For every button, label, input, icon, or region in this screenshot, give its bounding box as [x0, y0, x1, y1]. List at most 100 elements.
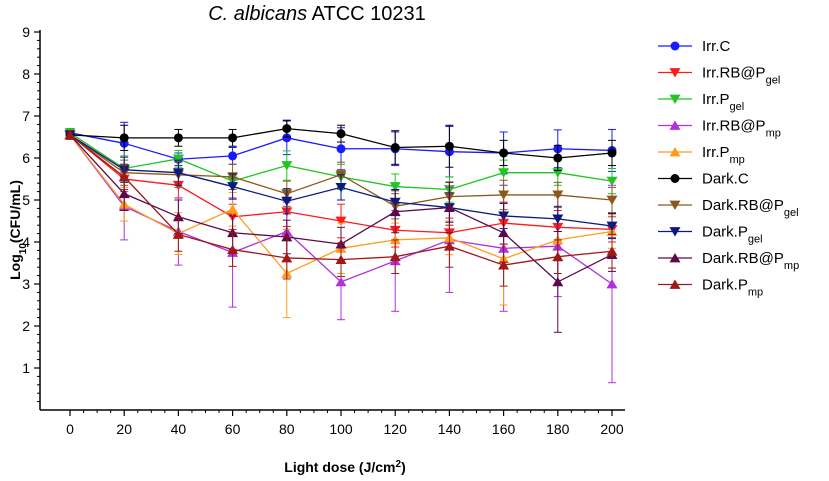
data-point: [606, 279, 618, 289]
legend-swatch-marker: [669, 94, 681, 104]
data-point: [118, 171, 130, 182]
legend-label-sub: gel: [748, 234, 763, 246]
data-point: [552, 276, 564, 287]
legend-label: Dark.Pmp: [702, 277, 763, 299]
data-point: [227, 244, 239, 254]
x-tick-label: 120: [384, 421, 408, 437]
legend-item: Irr.Pmp: [658, 144, 745, 166]
data-point: [499, 148, 509, 158]
data-point: [282, 133, 292, 143]
legend-label-sub: mp: [730, 154, 745, 166]
legend-label-sub: gel: [784, 207, 799, 219]
legend-item: Dark.C: [658, 171, 749, 188]
legend-label-main: Irr.P: [702, 91, 730, 108]
x-tick-label: 40: [171, 421, 187, 437]
data-point: [443, 202, 455, 212]
data-point: [606, 246, 618, 256]
x-axis-label-sup: 2: [396, 459, 402, 470]
data-point: [552, 251, 564, 262]
y-tick-label: 7: [22, 108, 30, 124]
legend-label-main: Irr.RB@P: [702, 65, 766, 82]
legend-label: Irr.Pgel: [702, 91, 744, 113]
y-axis-label-end: (CFU/mL): [7, 180, 23, 243]
data-point: [606, 176, 618, 187]
legend-label-main: Dark.C: [702, 171, 749, 188]
data-point: [228, 133, 238, 143]
legend-swatch-marker: [669, 253, 681, 263]
chart-title-rest: ATCC 10231: [307, 3, 426, 25]
legend-label-main: Dark.P: [702, 277, 748, 294]
legend-label-main: Irr.P: [702, 144, 730, 161]
x-axis-label-end: ): [401, 459, 406, 475]
x-tick-label: 20: [116, 421, 132, 437]
legend-item: Irr.Pgel: [658, 91, 744, 113]
y-tick-label: 8: [22, 66, 30, 82]
data-point: [553, 153, 563, 163]
data-point: [172, 229, 184, 239]
chart-title: C. albicans ATCC 10231: [208, 3, 426, 25]
chart-title-italic: C. albicans: [208, 3, 307, 25]
legend-item: Dark.RB@Pgel: [658, 197, 799, 219]
data-point: [552, 214, 564, 224]
data-point: [172, 168, 184, 178]
x-tick-label: 80: [279, 421, 295, 437]
legend-item: Irr.RB@Pmp: [658, 118, 781, 140]
legend-swatch-marker: [670, 41, 680, 51]
data-point: [389, 206, 401, 217]
legend-label-main: Dark.P: [702, 224, 748, 241]
series-layer: [64, 119, 618, 384]
data-point: [336, 129, 346, 139]
data-point: [281, 253, 293, 263]
y-tick-label: 4: [22, 234, 30, 250]
y-axis-ticks: 1 2 3 4 5 6 7 8 9: [22, 24, 40, 376]
data-point: [336, 144, 346, 154]
y-axis-label-main: Log: [7, 254, 23, 280]
legend-label-main: Irr.RB@P: [702, 118, 766, 135]
y-tick-label: 9: [22, 24, 30, 40]
legend-swatch-marker: [669, 200, 681, 210]
legend-swatch-marker: [670, 174, 680, 183]
legend-label: Irr.C: [702, 38, 730, 55]
data-point: [606, 195, 618, 205]
data-point: [498, 190, 510, 200]
data-point: [64, 129, 76, 140]
legend: Irr.CIrr.RB@PgelIrr.PgelIrr.RB@PmpIrr.Pm…: [658, 38, 799, 299]
y-tick-label: 2: [22, 318, 30, 334]
data-point: [389, 251, 401, 262]
legend-label-sub: mp: [748, 287, 763, 299]
legend-item: Dark.RB@Pmp: [658, 250, 799, 272]
legend-label-sub: gel: [730, 101, 745, 113]
y-axis-label-sub: 10: [18, 243, 29, 255]
x-axis-ticks: 0 20 40 60 80 100 120 140 160 180 200: [66, 410, 624, 437]
series-Dark.Pmp: [64, 129, 618, 287]
data-point: [335, 183, 347, 193]
data-point: [498, 260, 510, 270]
x-axis-label-main: Light dose (J/cm: [284, 459, 395, 475]
y-tick-label: 5: [22, 192, 30, 208]
data-point: [281, 196, 293, 207]
legend-label-sub: mp: [766, 128, 781, 140]
legend-item: Irr.C: [658, 38, 730, 55]
data-point: [335, 254, 347, 265]
y-tick-label: 1: [22, 360, 30, 376]
legend-label: Irr.RB@Pgel: [702, 65, 780, 87]
x-tick-label: 100: [329, 421, 353, 437]
axes: [37, 30, 625, 413]
legend-label: Dark.RB@Pgel: [702, 197, 799, 219]
data-point: [443, 241, 455, 251]
data-point: [227, 182, 239, 192]
y-tick-label: 6: [22, 150, 30, 166]
x-tick-label: 200: [600, 421, 624, 437]
legend-label-main: Irr.C: [702, 38, 730, 55]
legend-label: Dark.RB@Pmp: [702, 250, 799, 272]
data-point: [119, 133, 129, 143]
legend-label: Dark.C: [702, 171, 749, 188]
data-point: [606, 221, 618, 231]
legend-item: Irr.RB@Pgel: [658, 65, 780, 87]
data-point: [173, 133, 183, 143]
legend-label: Dark.Pgel: [702, 224, 763, 246]
legend-swatch-marker: [669, 68, 681, 78]
legend-label: Irr.Pmp: [702, 144, 745, 166]
data-point: [444, 141, 454, 151]
